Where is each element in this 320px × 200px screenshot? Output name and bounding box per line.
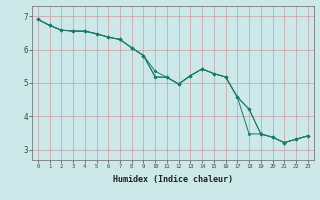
X-axis label: Humidex (Indice chaleur): Humidex (Indice chaleur)	[113, 175, 233, 184]
